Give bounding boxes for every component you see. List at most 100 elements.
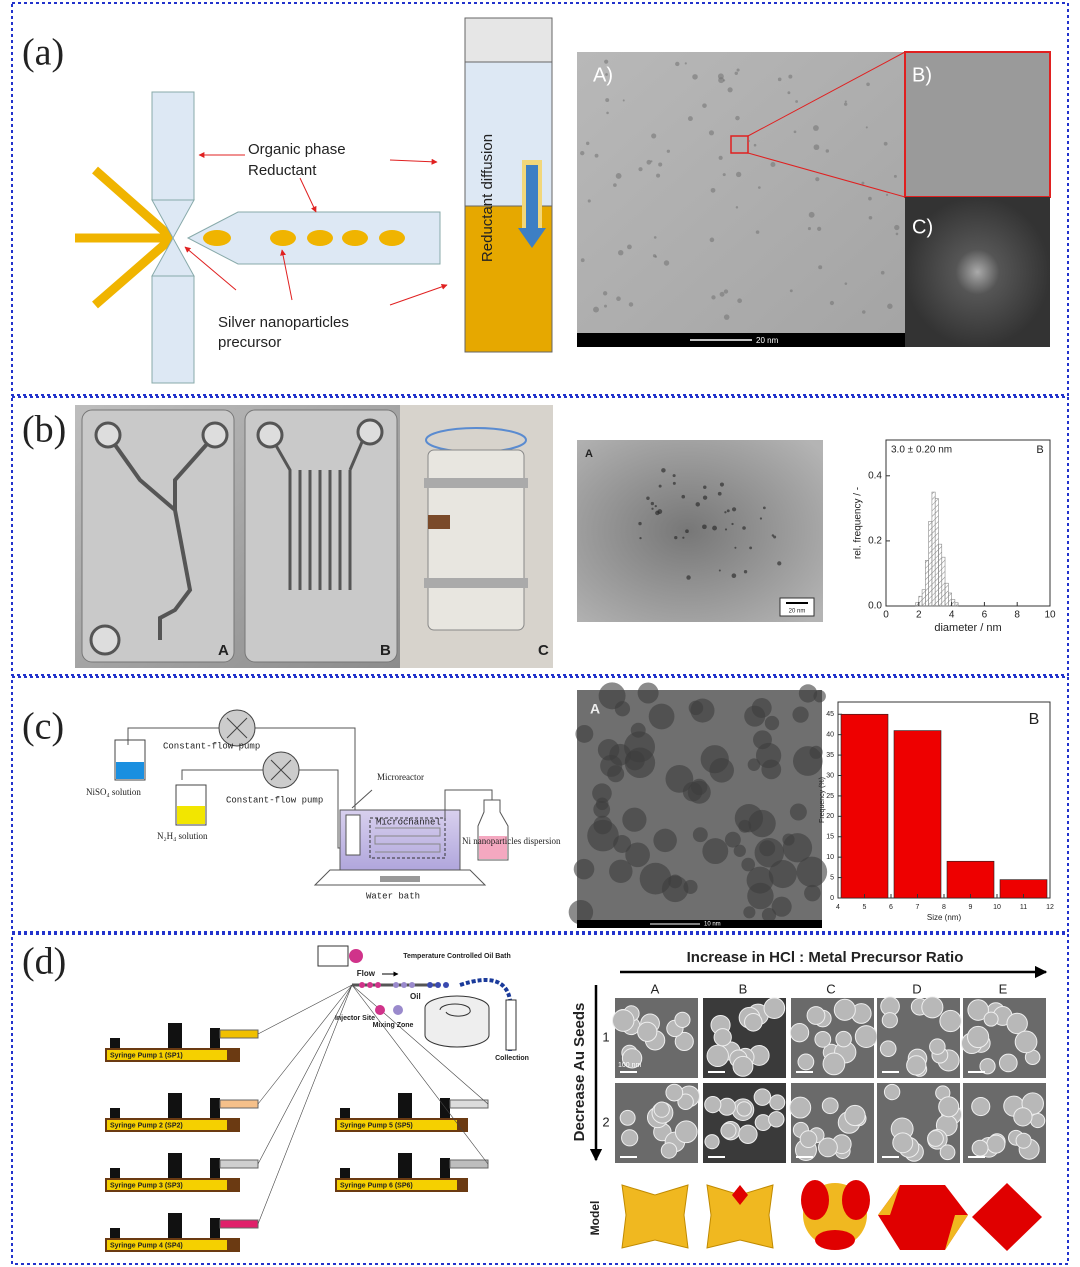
particle [807, 227, 811, 231]
pump-block [440, 1158, 450, 1178]
nanocrystal [660, 1142, 678, 1159]
label: Reductant [248, 162, 317, 179]
particle [606, 111, 609, 115]
particle [736, 68, 740, 72]
particle [724, 831, 741, 848]
nanocrystal [621, 1129, 639, 1147]
particle [762, 506, 766, 510]
x-tick-label: 4 [836, 904, 840, 911]
x-axis-label: Size (nm) [927, 913, 962, 922]
nanocrystal [619, 1109, 636, 1126]
particle [719, 482, 725, 487]
nanocrystal [814, 1030, 832, 1048]
particle [587, 199, 591, 203]
panel-label: (a) [22, 32, 64, 74]
pump-label-bg [337, 1120, 457, 1130]
particle [607, 765, 625, 783]
particle [675, 61, 680, 67]
particle [666, 149, 670, 153]
nanocrystal [879, 1040, 897, 1058]
particle [718, 569, 721, 572]
nanocrystal [789, 1023, 810, 1043]
pump-block [168, 1153, 182, 1178]
particle [813, 125, 819, 131]
particle [628, 302, 634, 307]
particle [885, 193, 889, 196]
pump-block [168, 1213, 182, 1238]
particle [656, 173, 661, 178]
particle [568, 899, 594, 925]
particle [894, 224, 900, 231]
particle [742, 526, 746, 530]
particle [764, 715, 780, 731]
bar [941, 556, 946, 607]
particle [731, 573, 737, 579]
particle [703, 485, 707, 489]
particle [682, 781, 703, 802]
particle [613, 183, 617, 187]
particle [726, 509, 730, 513]
particle [718, 155, 723, 160]
particle [639, 537, 642, 540]
particle [789, 803, 807, 821]
particle [724, 511, 727, 514]
panel-box [11, 2, 1069, 396]
sem-grid: A B C D E 1 2 100 nm [602, 981, 1046, 1163]
particle [722, 173, 726, 177]
x-tick-label: 6 [982, 610, 988, 621]
tem-image [577, 440, 823, 622]
particle [605, 98, 610, 103]
x-tick-label: 12 [1046, 904, 1054, 911]
particle [585, 141, 590, 146]
nanocrystal [637, 1021, 658, 1042]
pump-block [168, 1023, 182, 1048]
particle [686, 575, 691, 580]
particle [587, 819, 619, 852]
plot-area [885, 439, 1051, 607]
nanocrystal [674, 1120, 698, 1144]
particle [754, 838, 785, 868]
particle [685, 529, 689, 534]
particle [747, 758, 761, 771]
particle [695, 502, 700, 507]
particle [731, 507, 737, 512]
particle [651, 507, 654, 510]
bar [840, 713, 889, 899]
particle [777, 561, 782, 566]
pump-block [398, 1153, 412, 1178]
pump-block [440, 1098, 450, 1118]
particle [594, 153, 599, 158]
particle [650, 501, 655, 506]
particle [759, 517, 763, 520]
particle [575, 724, 594, 743]
nanocrystal [674, 1011, 691, 1028]
particle [614, 701, 631, 717]
particle [782, 833, 795, 846]
particle [648, 703, 675, 730]
particle [717, 491, 722, 496]
pump-label-bg [337, 1180, 457, 1190]
particle [747, 139, 750, 143]
nanocrystal [883, 1083, 901, 1101]
pump-block [210, 1098, 220, 1118]
y-tick-label: 10 [826, 854, 834, 861]
y-axis-label: rel. frequency / - [853, 487, 864, 559]
particle [741, 857, 756, 872]
panel-box [11, 933, 1069, 1265]
nanocrystal [763, 997, 786, 1019]
particle [751, 697, 772, 718]
nanocrystal [835, 1030, 852, 1048]
nanocrystal [738, 1124, 758, 1144]
particle [723, 289, 729, 294]
pump-label: Syringe Pump 3 (SP3) [110, 1182, 183, 1189]
syringe [449, 1099, 489, 1109]
bar [931, 491, 936, 607]
particle [883, 141, 888, 146]
x-tick-label: 8 [942, 904, 946, 911]
pump-label: Syringe Pump 2 (SP2) [110, 1122, 183, 1129]
nanocrystal [822, 1052, 846, 1076]
particle [638, 167, 643, 172]
particle [753, 143, 757, 147]
row-label: Model [588, 1201, 602, 1236]
particle [795, 100, 799, 103]
